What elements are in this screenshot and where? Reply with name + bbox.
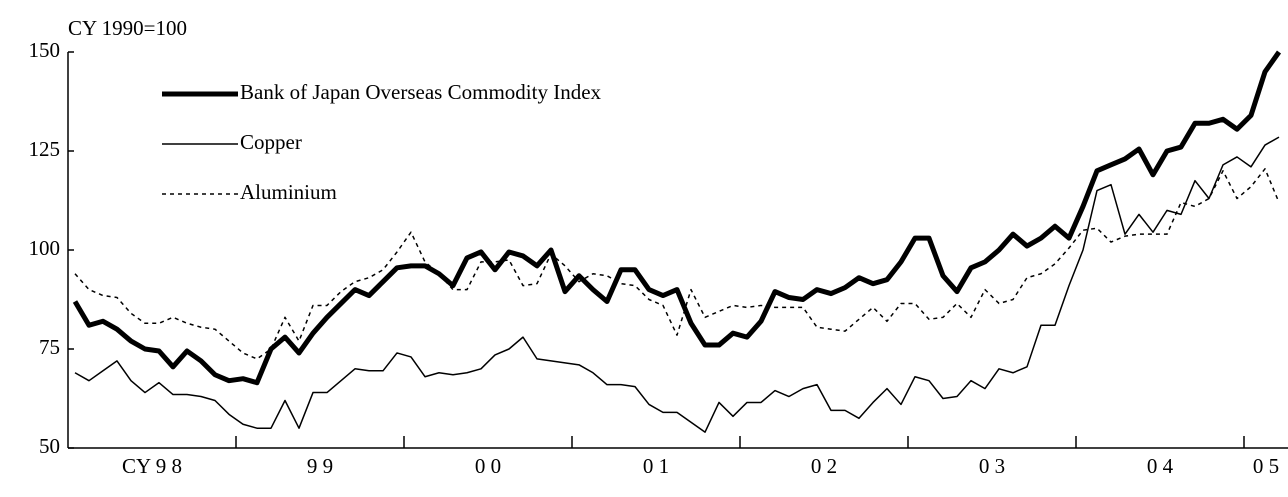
legend-label: Bank of Japan Overseas Commodity Index — [240, 80, 602, 104]
x-tick-label: 9 9 — [307, 454, 333, 478]
y-axis-label: CY 1990=100 — [68, 16, 187, 40]
x-tick-label: 0 4 — [1147, 454, 1174, 478]
legend-label: Copper — [240, 130, 302, 154]
x-tick-label: 0 1 — [643, 454, 669, 478]
x-tick-label: 0 3 — [979, 454, 1005, 478]
x-tick-label: 0 5 — [1253, 454, 1279, 478]
series-line — [74, 136, 1280, 433]
x-tick-label: 0 0 — [475, 454, 501, 478]
y-tick-label: 100 — [29, 236, 61, 260]
y-tick-label: 50 — [39, 434, 60, 458]
x-tick-label: 0 2 — [811, 454, 837, 478]
series-line — [72, 50, 1282, 386]
y-tick-label: 125 — [29, 137, 61, 161]
series-line — [74, 168, 1280, 360]
legend-label: Aluminium — [240, 180, 337, 204]
y-tick-label: 75 — [39, 335, 60, 359]
x-tick-label: CY 9 8 — [122, 454, 182, 478]
y-tick-label: 150 — [29, 38, 61, 62]
